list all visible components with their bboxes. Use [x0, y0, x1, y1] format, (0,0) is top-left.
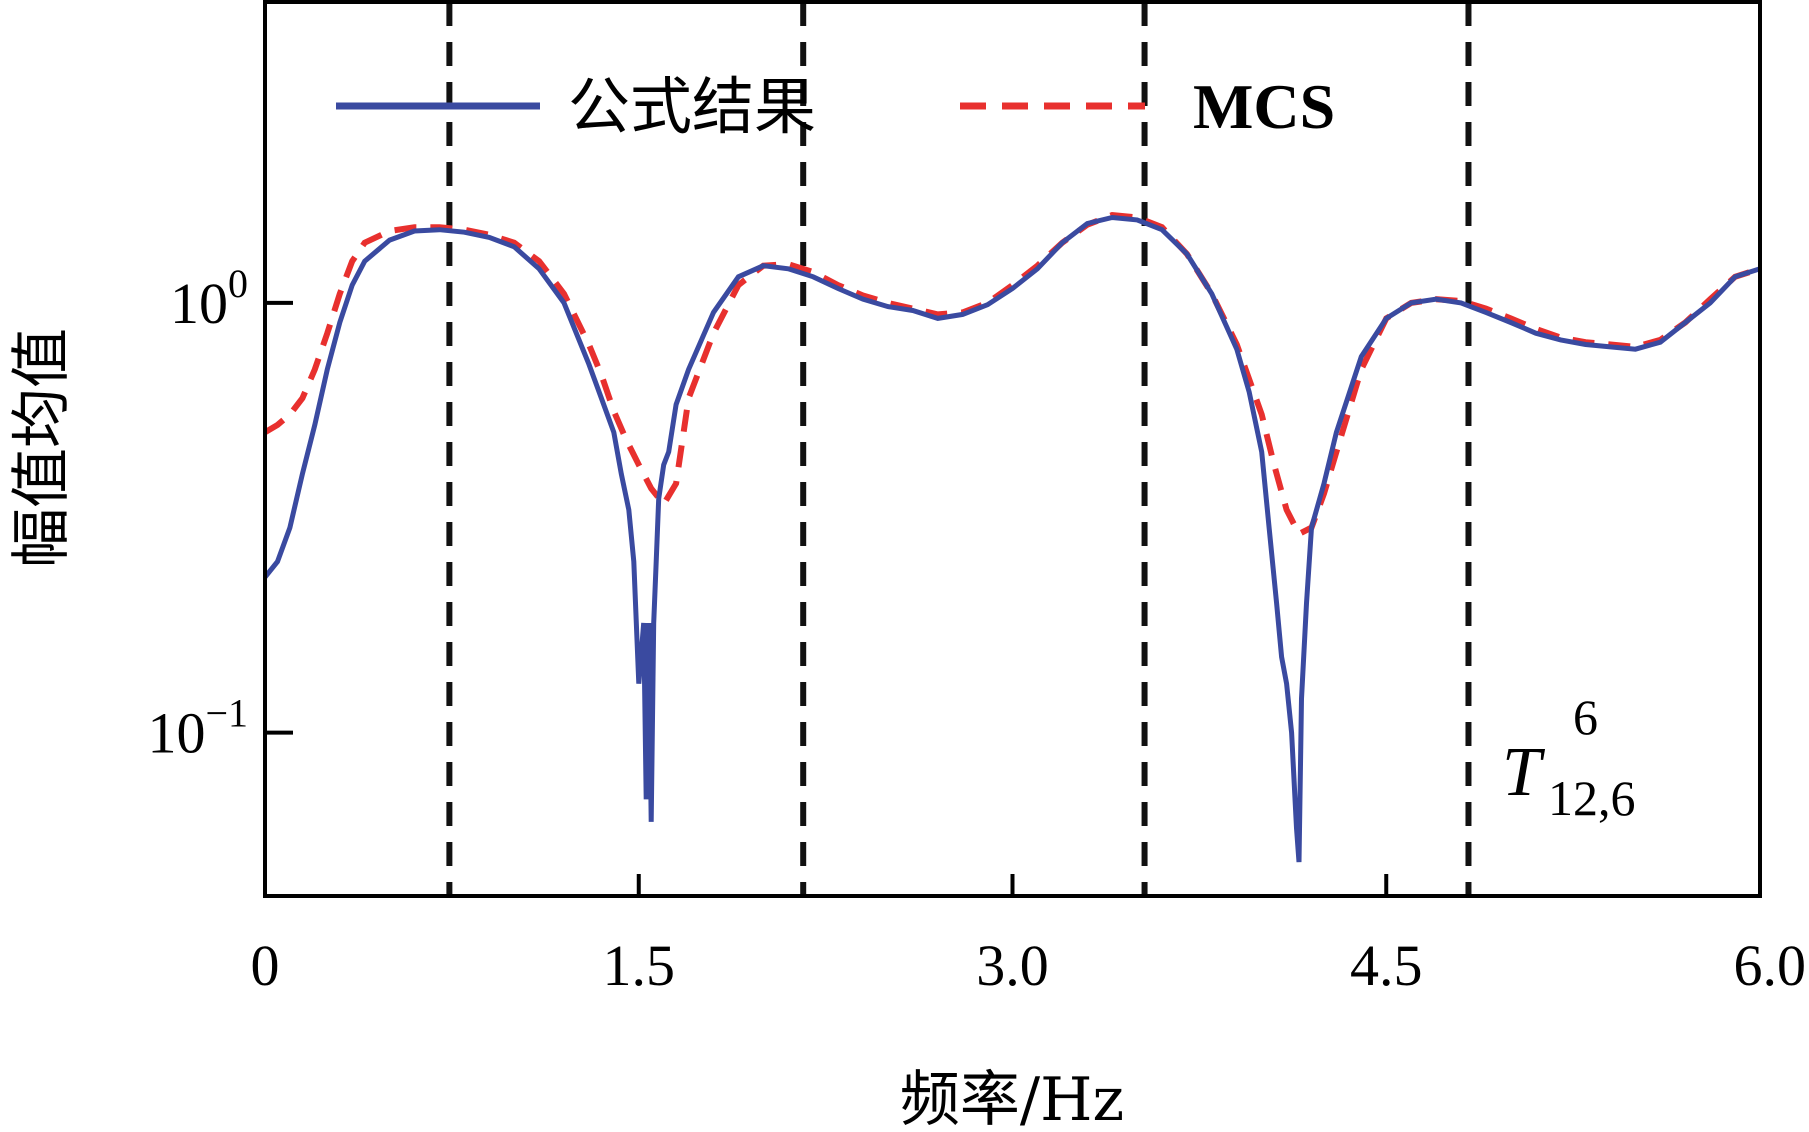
legend: 公式结果 MCS [336, 70, 1335, 143]
y-axis-ticks: 100 10−1 [147, 261, 293, 766]
x-tick-label: 1.5 [603, 933, 676, 998]
series-formula-line [263, 214, 1761, 863]
reference-lines [446, 2, 1472, 896]
y-axis-title: 幅值均值 [7, 328, 77, 568]
x-axis-title: 频率/Hz [900, 1065, 1124, 1132]
x-tick-label: 0 [251, 933, 280, 998]
x-tick-label: 4.5 [1350, 933, 1423, 998]
legend-formula-label: 公式结果 [568, 70, 816, 143]
panel-annotation: T 6 12,6 [1502, 689, 1636, 826]
x-axis-ticks: 0 1.5 3.0 4.5 6.0 [251, 874, 1807, 998]
y-tick-label: 100 [170, 261, 248, 336]
x-tick-label: 6.0 [1734, 933, 1807, 998]
series-mcs-line [263, 212, 1761, 538]
annotation-subscript: 12,6 [1548, 770, 1636, 826]
legend-mcs-label: MCS [1193, 71, 1335, 142]
series-layer [263, 212, 1761, 863]
y-tick-label: 10−1 [147, 691, 248, 766]
annotation-superscript: 6 [1573, 689, 1598, 745]
annotation-main: T [1502, 734, 1546, 811]
x-tick-label: 3.0 [976, 933, 1049, 998]
